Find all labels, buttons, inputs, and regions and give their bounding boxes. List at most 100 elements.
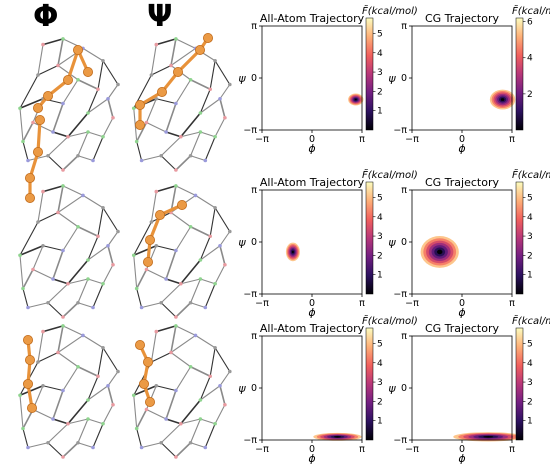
x-axis-label: ϕ [458,306,465,319]
dihedral-atom [33,146,44,157]
bond [52,390,64,420]
bond [22,141,29,161]
dihedral-atom [26,402,37,413]
bond [102,347,119,372]
atom [213,134,217,139]
bond [219,84,231,100]
dihedral-atom [22,378,33,389]
bond [77,79,99,90]
atom [188,440,193,445]
bond [219,245,226,265]
molecule-phi-row-2 [18,115,120,319]
atom [91,445,95,450]
dihedral-atom [134,100,145,111]
atom [61,101,65,106]
bond [165,390,177,420]
colorbar-label: F̃(kcal/mol) [512,168,550,181]
bond [67,112,89,138]
y-tick-label: π [251,185,257,196]
atom [61,388,65,393]
bond [87,89,99,114]
atom [106,243,110,248]
atom [101,281,105,286]
bond [170,352,191,368]
bond [27,442,49,449]
atom [18,106,22,111]
x-tick-label: −π [405,134,419,145]
bond [77,302,94,309]
x-tick-label: 0 [309,444,315,455]
y-tick-label: −π [243,435,257,446]
bond [175,79,192,104]
plot-title: All-Atom Trajectory [260,322,365,335]
colorbar-tick-label: 2 [377,397,383,407]
bond [102,207,119,232]
atom [61,455,65,459]
bond [67,259,89,285]
x-tick-label: −π [255,134,269,145]
atom [111,262,115,267]
atom [116,229,120,234]
dihedral-atom [144,396,155,407]
bond [87,98,109,114]
bond [107,84,119,100]
bond [170,38,177,66]
plot-title: CG Trajectory [425,176,500,189]
bond [67,131,89,138]
bond [200,418,216,425]
bond [180,399,202,425]
colorbar-tick-label: 3 [527,378,533,388]
atom [139,445,144,450]
x-tick-label: −π [255,298,269,309]
bond [77,155,94,162]
bond [37,191,44,223]
bond [160,442,177,458]
plot-area [412,336,512,440]
bond [82,47,104,62]
dihedral-atom [142,356,153,367]
bond [151,65,172,76]
atom [208,87,212,92]
colorbar-label: F̃(kcal/mol) [512,314,550,327]
x-tick-label: −π [405,444,419,455]
bond [156,245,177,252]
atom [18,253,22,258]
atom [203,445,208,450]
heatmap-cg-row-3: −π 0 π −π 0 π ϕ ψ CG Trajectory 1 2 3 4 5 F̃(kcal/mol) [388,314,550,465]
bond [175,155,192,171]
colorbar-tick-label: 6 [527,18,533,28]
bond [151,352,172,363]
atom [76,364,80,369]
x-axis-label: ϕ [308,306,315,319]
bond [57,194,84,213]
atom [213,58,217,63]
bond [87,385,109,401]
atom [36,360,40,364]
colorbar-tick-label: 2 [527,90,533,100]
bond [62,226,79,251]
colorbar-tick-label: 4 [527,213,533,223]
atom [218,96,222,101]
dihedral-atom [142,256,153,267]
bond [97,347,104,377]
atom [31,120,35,125]
bond [190,278,201,303]
dihedral-atom [134,120,145,131]
atom [51,417,55,421]
plot-area [262,26,362,130]
atom [164,130,168,134]
dihedral-bond [36,118,42,154]
bond [97,207,104,237]
atom [21,426,25,431]
bond [146,269,167,280]
atom [101,345,105,350]
bond [32,269,54,280]
dihedral-atom [194,45,205,56]
bond [22,122,34,142]
bond [165,418,182,425]
colorbar [515,181,524,295]
atom [41,42,45,47]
density-contour [291,250,294,254]
bond [62,79,79,104]
atom [131,393,136,398]
